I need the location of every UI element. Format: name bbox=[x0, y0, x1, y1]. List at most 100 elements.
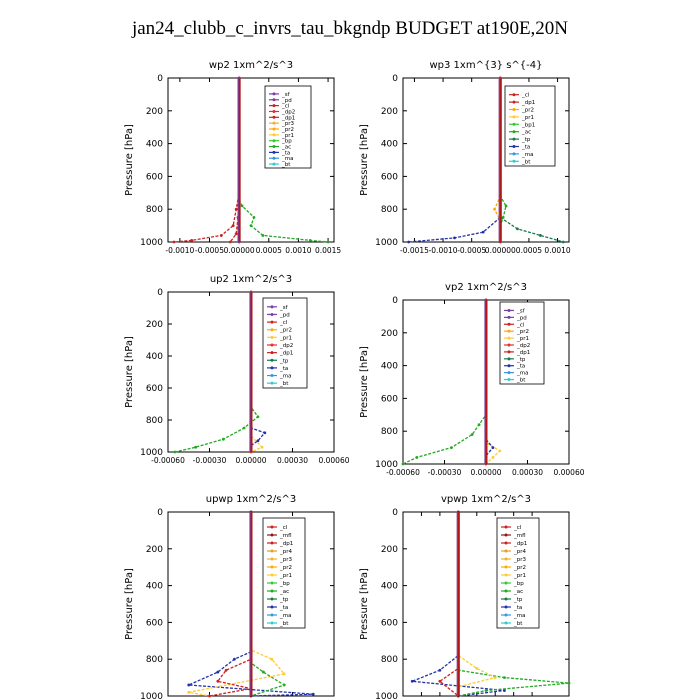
legend-marker bbox=[504, 621, 508, 625]
legend-label: _ma bbox=[521, 152, 533, 158]
x-tick-label: -0.00030 bbox=[428, 468, 462, 477]
legend-label: _sf bbox=[516, 308, 526, 314]
legend-label: _ta bbox=[516, 364, 525, 370]
legend-marker bbox=[512, 115, 516, 119]
data-point-dp1 bbox=[219, 234, 223, 237]
data-point-pr1 bbox=[493, 676, 497, 679]
legend-marker bbox=[272, 139, 276, 143]
legend-marker bbox=[270, 343, 274, 347]
legend-marker bbox=[270, 573, 274, 577]
legend-marker bbox=[270, 351, 274, 355]
legend-label: _bt bbox=[279, 381, 289, 387]
x-tick-label: 0.0010 bbox=[285, 246, 311, 255]
legend-marker bbox=[270, 374, 274, 378]
legend: _sf_pd_cl_pr2_pr1_dp2_dp1_tp_ta_ma_bt bbox=[262, 297, 308, 389]
legend-label: _pr1 bbox=[521, 115, 534, 121]
legend-label: _pr2 bbox=[516, 329, 529, 335]
data-point-pr1 bbox=[475, 667, 479, 670]
legend: _sf_pd_cl_pr2_pr1_dp2_dp1_tp_ta_ma_bt bbox=[499, 301, 545, 385]
data-point-ac bbox=[261, 234, 265, 237]
series-line-dp1 bbox=[209, 512, 252, 697]
data-point-ac bbox=[194, 445, 198, 449]
y-axis-label: Pressure [hPa] bbox=[124, 336, 135, 408]
y-tick-label: 200 bbox=[381, 107, 398, 117]
chart-title: vpwp 1xm^2/s^3 bbox=[441, 494, 531, 505]
data-point-ac bbox=[262, 670, 265, 674]
legend-label: _ac bbox=[513, 589, 523, 595]
data-point-dp1 bbox=[208, 694, 211, 698]
legend-label: _cl bbox=[516, 322, 525, 328]
y-tick-label: 1000 bbox=[140, 692, 163, 700]
legend-marker bbox=[272, 162, 276, 166]
plot-frame bbox=[167, 77, 335, 243]
legend-label: _ac bbox=[521, 130, 531, 136]
data-point-tp bbox=[561, 240, 565, 244]
data-point-ac bbox=[567, 681, 571, 685]
legend-marker bbox=[507, 378, 511, 382]
legend-marker bbox=[512, 93, 516, 97]
legend-label: _dp2 bbox=[516, 343, 530, 349]
legend-label: _bp bbox=[281, 139, 292, 145]
legend-marker bbox=[504, 589, 508, 593]
legend-marker bbox=[270, 305, 274, 309]
data-point-ac bbox=[503, 676, 506, 679]
chart-title: up2 1xm^2/s^3 bbox=[210, 274, 292, 285]
x-tick-label: -0.00030 bbox=[193, 456, 227, 465]
legend-marker bbox=[272, 92, 276, 96]
data-point-dp1 bbox=[172, 240, 176, 244]
legend-label: _ta bbox=[279, 366, 288, 372]
data-point-ac bbox=[221, 437, 225, 441]
legend-marker bbox=[504, 573, 508, 577]
legend-marker bbox=[270, 358, 274, 362]
data-point-ta bbox=[311, 692, 315, 696]
data-point-ac bbox=[256, 415, 260, 419]
legend-marker bbox=[270, 525, 274, 529]
legend-label: _bp bbox=[279, 581, 290, 587]
data-point-dp1 bbox=[231, 224, 235, 228]
legend-marker bbox=[507, 329, 511, 333]
legend-label: _ac bbox=[281, 145, 291, 151]
data-point-ac bbox=[326, 240, 330, 244]
legend-label: _pr2 bbox=[279, 328, 292, 334]
data-point-ta bbox=[256, 439, 260, 443]
data-point-pr1 bbox=[260, 445, 264, 449]
legend-marker bbox=[512, 108, 516, 111]
legend-label: _pr1 bbox=[516, 336, 529, 342]
legend-marker bbox=[270, 381, 274, 385]
y-tick-label: 600 bbox=[146, 172, 163, 182]
legend-marker bbox=[272, 133, 276, 137]
legend: _cl _mfl _dp1 _pr4 _pr3 _pr2 _pr1 _bp _ac _tp _ta _… bbox=[262, 517, 306, 629]
legend-label: _cl bbox=[281, 104, 290, 110]
legend-label: _pd bbox=[516, 315, 527, 321]
legend-label: _pr1 bbox=[281, 133, 294, 139]
legend-marker bbox=[504, 557, 508, 561]
x-tick-label: 0.00000 bbox=[224, 246, 255, 255]
legend-label: _dp1 bbox=[513, 541, 527, 547]
legend-label: _dp2 bbox=[281, 109, 295, 115]
y-axis-label: Pressure [hPa] bbox=[124, 568, 135, 640]
y-tick-label: 0 bbox=[392, 74, 398, 84]
legend-marker bbox=[507, 315, 511, 319]
legend-label: _dp1 bbox=[281, 115, 295, 121]
legend-label: _ma bbox=[279, 374, 291, 380]
legend-marker bbox=[270, 605, 274, 609]
data-point-cl bbox=[228, 240, 232, 244]
data-point-ta bbox=[453, 236, 456, 240]
data-point-ac bbox=[308, 238, 312, 242]
legend-marker bbox=[270, 549, 274, 553]
legend-label: _cl bbox=[279, 525, 288, 531]
y-tick-label: 800 bbox=[146, 416, 163, 426]
legend-label: _tp bbox=[513, 597, 523, 603]
series-line-ac bbox=[402, 300, 487, 465]
legend: _cl_dp1 _pr2_pr1_bp1 _ac_tp _ta_ma_bt bbox=[504, 85, 556, 167]
legend-label: _pr1 bbox=[279, 335, 292, 341]
legend-marker bbox=[512, 130, 516, 134]
data-point-ac bbox=[450, 446, 453, 449]
legend-marker bbox=[270, 312, 274, 316]
legend-label: _dp1 bbox=[516, 350, 530, 356]
legend-label: _dp2 bbox=[279, 343, 293, 349]
data-point-ac bbox=[484, 689, 488, 692]
y-tick-label: 600 bbox=[146, 384, 163, 394]
data-point-pr1 bbox=[491, 456, 495, 459]
data-point-ta bbox=[410, 679, 414, 683]
